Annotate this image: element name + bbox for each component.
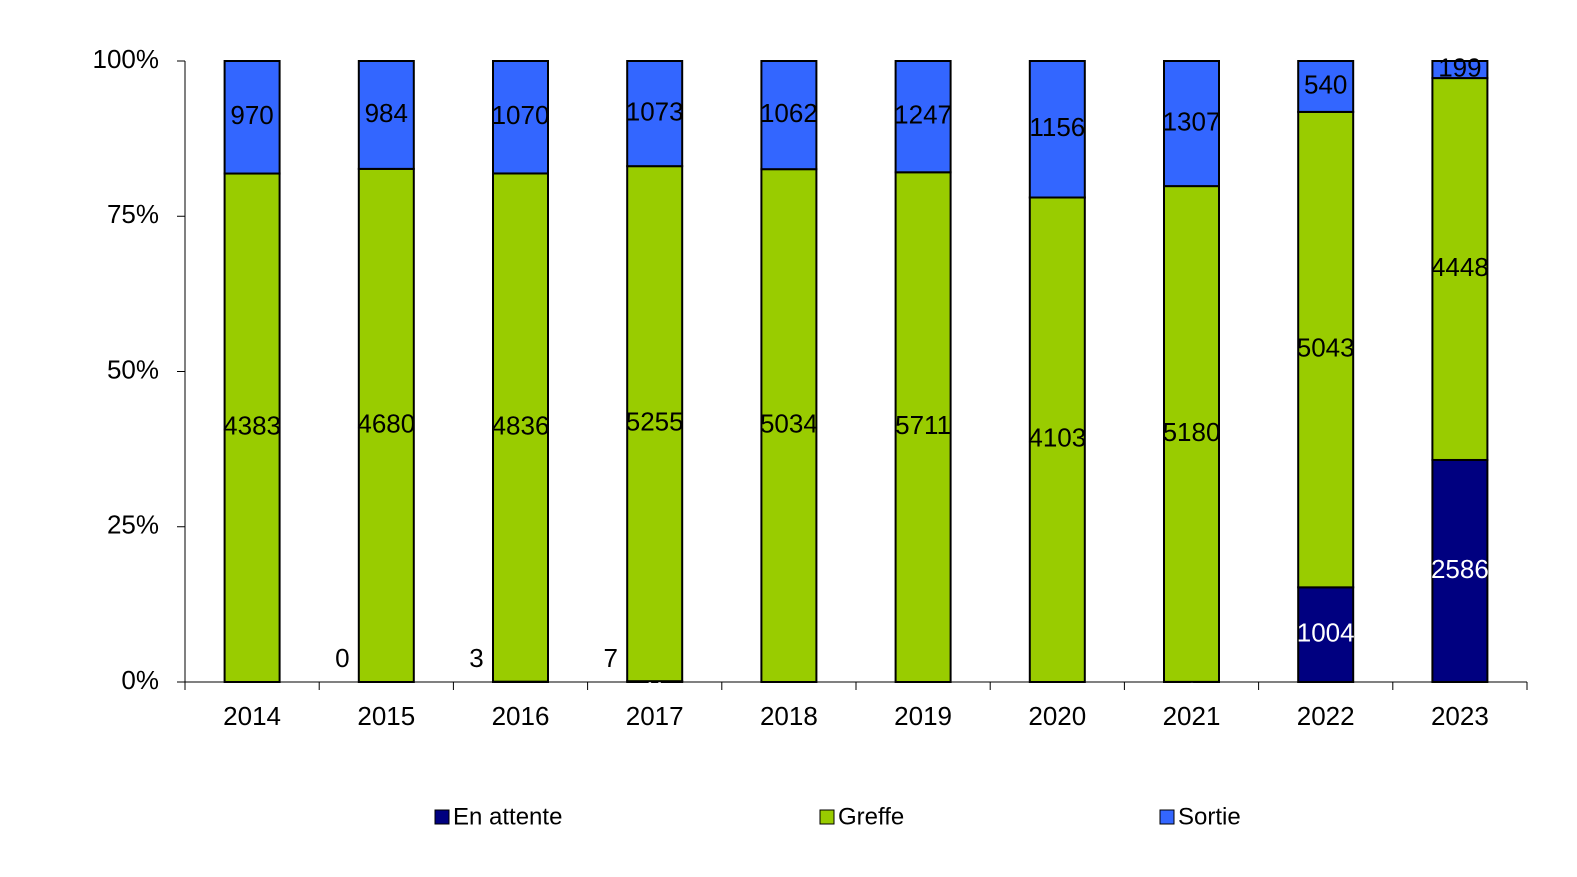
data-label: 5711: [895, 410, 951, 440]
legend-label: Greffe: [838, 803, 904, 830]
x-tick-label: 2022: [1297, 701, 1355, 731]
x-tick-label: 2021: [1163, 701, 1221, 731]
bar-segment: [1431, 60, 1489, 80]
data-label: 1156: [1029, 112, 1085, 142]
data-label: 1307: [1163, 106, 1221, 136]
bar-segment: [1028, 60, 1086, 199]
data-label: 2586: [1431, 554, 1489, 584]
bar-segment: [1163, 60, 1220, 188]
data-label: 1247: [894, 100, 952, 130]
x-tick-label: 2016: [492, 701, 550, 731]
bar-segment: [492, 60, 549, 175]
bar-segment: [626, 165, 684, 683]
x-tick-label: 2023: [1431, 701, 1489, 731]
legend-label: Sortie: [1178, 803, 1241, 830]
x-tick-label: 2014: [223, 701, 281, 731]
legend-swatch: [434, 809, 450, 825]
legend-label: En attente: [453, 803, 562, 830]
bar-segment: [1028, 196, 1086, 683]
data-label: 1073: [626, 96, 684, 126]
bar-segment: [894, 171, 952, 683]
data-label: 5255: [626, 407, 684, 437]
data-label: 970: [230, 100, 273, 130]
data-label: 4680: [357, 408, 415, 438]
legend-swatch: [1159, 809, 1175, 825]
data-label: 199: [1438, 52, 1481, 82]
data-label: 4448: [1431, 252, 1489, 282]
bar-segment: [1431, 458, 1489, 684]
bar-segment: [1297, 60, 1355, 113]
legend-swatch: [819, 809, 835, 825]
data-label: 984: [365, 98, 408, 128]
data-label: 1004: [1297, 618, 1355, 648]
x-tick-label: 2018: [760, 701, 818, 731]
annotation: 7: [603, 643, 617, 673]
bar-segment: [1163, 185, 1220, 683]
data-label: 1070: [492, 100, 550, 130]
x-tick-label: 2017: [626, 701, 684, 731]
bar-segment: [223, 60, 281, 175]
bar-segment: [894, 60, 952, 174]
data-label: 1062: [760, 98, 818, 128]
y-tick-label: 0%: [121, 665, 159, 695]
bar-segment: [626, 60, 684, 168]
data-label: 4383: [223, 411, 281, 441]
bar-segment: [1431, 77, 1489, 461]
data-label: 4103: [1028, 423, 1086, 453]
bar-segment: [357, 60, 415, 170]
y-tick-label: 50%: [107, 354, 159, 384]
data-label: 5180: [1163, 417, 1221, 447]
bar-segment: [760, 60, 818, 171]
data-label: 5034: [760, 408, 818, 438]
data-label: 4836: [492, 410, 550, 440]
y-tick-label: 100%: [93, 44, 160, 74]
y-tick-label: 75%: [107, 199, 159, 229]
data-label: 3: [469, 643, 483, 673]
x-tick-label: 2020: [1028, 701, 1086, 731]
data-label: 5043: [1297, 333, 1355, 363]
data-label: 540: [1304, 69, 1347, 99]
y-tick-label: 25%: [107, 510, 159, 540]
data-label: 0: [335, 643, 349, 673]
x-tick-label: 2015: [357, 701, 415, 731]
x-tick-label: 2019: [894, 701, 952, 731]
